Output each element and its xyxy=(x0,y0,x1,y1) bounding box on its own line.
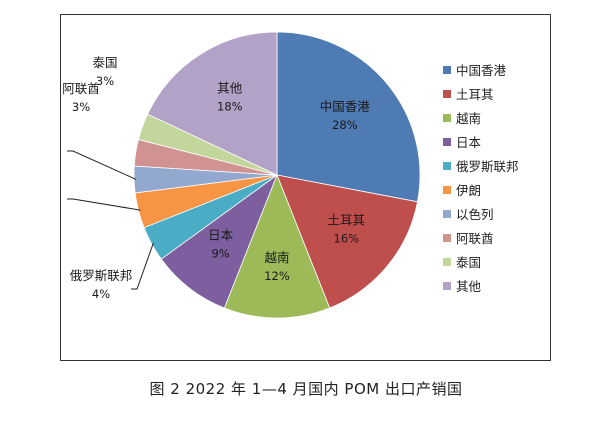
pie-chart: 中国香港28%土耳其16%越南12%日本9%俄罗斯联邦4%伊朗4%以色列3%阿联… xyxy=(62,31,519,319)
slice-name-label: 中国香港 xyxy=(320,99,371,114)
slice-name-label: 泰国 xyxy=(92,55,117,70)
slice-labels: 中国香港28%土耳其16%越南12%日本9%俄罗斯联邦4%伊朗4%以色列3%阿联… xyxy=(62,55,371,301)
slice-name-label: 其他 xyxy=(217,81,243,96)
pie-slice xyxy=(276,174,418,309)
legend-swatch xyxy=(443,234,451,242)
leader-lines xyxy=(67,150,154,290)
pie-slice xyxy=(147,31,278,176)
slice-value-label: 16% xyxy=(334,231,360,245)
slice-value-label: 18% xyxy=(217,100,243,114)
legend-swatch xyxy=(443,66,451,74)
slice-name-label: 阿联酋 xyxy=(62,81,100,96)
legend-swatch xyxy=(443,210,451,218)
figure-caption: 图 2 2022 年 1—4 月国内 POM 出口产销国 xyxy=(149,380,463,398)
legend-entry-label: 阿联酋 xyxy=(456,231,494,246)
legend-swatch xyxy=(443,162,451,170)
leader-line xyxy=(67,150,137,180)
legend-entry-label: 日本 xyxy=(456,135,482,150)
legend-entry-label: 泰国 xyxy=(456,255,481,270)
legend-entry-label: 中国香港 xyxy=(456,63,507,78)
slice-name-label: 日本 xyxy=(208,228,234,243)
legend-swatch xyxy=(443,90,451,98)
legend-swatch xyxy=(443,138,451,146)
slice-name-label: 土耳其 xyxy=(328,212,366,227)
slice-value-label: 3% xyxy=(72,100,90,114)
leader-line xyxy=(67,198,141,211)
pie-slice xyxy=(160,173,278,309)
slice-value-label: 28% xyxy=(332,118,358,132)
pie-slices xyxy=(133,31,421,319)
legend-swatch xyxy=(443,282,451,290)
slice-value-label: 9% xyxy=(211,247,229,261)
legend-swatch xyxy=(443,186,451,194)
legend-entry-label: 其他 xyxy=(456,279,482,294)
slice-value-label: 12% xyxy=(264,269,290,283)
slice-name-label: 越南 xyxy=(264,250,289,265)
pie-slice xyxy=(276,31,421,203)
legend-entry-label: 以色列 xyxy=(456,207,494,222)
legend-entry-label: 伊朗 xyxy=(456,183,481,198)
legend-swatch xyxy=(443,258,451,266)
legend-entry-label: 土耳其 xyxy=(456,87,494,102)
leader-line xyxy=(131,242,154,290)
pie-slice xyxy=(223,173,331,319)
slice-value-label: 3% xyxy=(96,74,114,88)
legend-entry-label: 越南 xyxy=(456,111,481,126)
legend-swatch xyxy=(443,114,451,122)
slice-name-label: 俄罗斯联邦 xyxy=(70,268,133,283)
slice-value-label: 4% xyxy=(92,287,110,301)
chart-area: 中国香港28%土耳其16%越南12%日本9%俄罗斯联邦4%伊朗4%以色列3%阿联… xyxy=(60,14,551,361)
legend-entry-label: 俄罗斯联邦 xyxy=(456,159,519,174)
